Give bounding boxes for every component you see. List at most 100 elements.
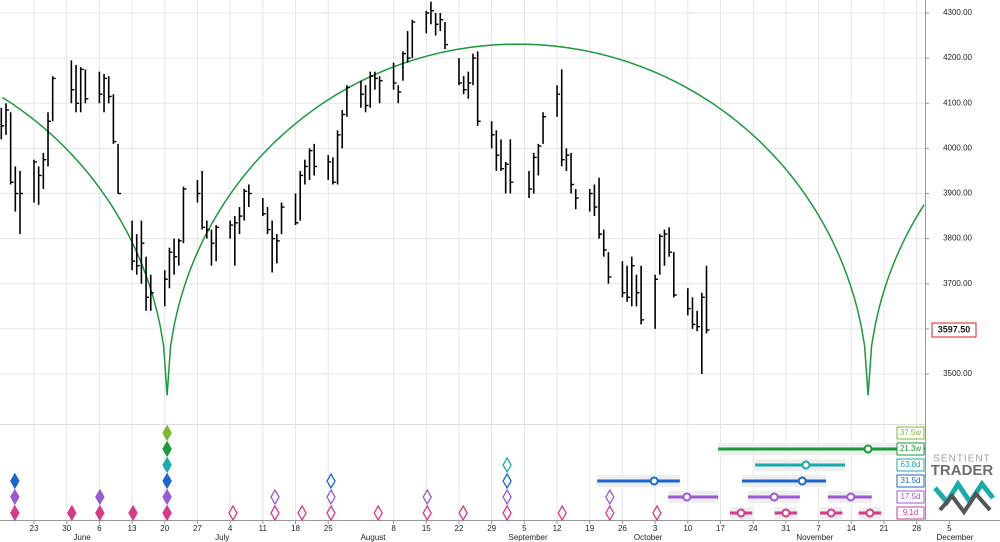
month-label: July [215,533,229,542]
projected-trough-marker [297,504,307,522]
trough-marker [162,440,172,458]
cycle-legend-box [896,426,925,440]
y-tick-label: 3500.00 [943,369,972,378]
x-tick-label: 14 [847,524,856,533]
x-tick-label: 30 [62,524,71,533]
projection-center [846,492,856,502]
cycle-legend-box [896,490,925,504]
logo-text: SENTIENT [933,454,990,465]
projected-trough-marker [502,456,512,474]
projected-trough-marker [502,488,512,506]
trough-marker [128,504,138,522]
projection-center [736,508,746,518]
x-tick-label: 26 [618,524,627,533]
logo: SENTIENT TRADER [931,454,995,516]
x-tick-label: 10 [683,524,692,533]
cycle-legend-label: 63.8d [900,460,920,469]
month-label: November [796,533,833,542]
x-tick-label: 13 [128,524,137,533]
plot [0,1,925,396]
x-tick-label: 4 [228,524,233,533]
cycle-legend-label: 31.5d [900,476,920,485]
trough-marker [10,472,20,490]
last-price-label: 3597.50 [938,324,971,334]
logo-text: TRADER [931,462,994,479]
cycle-legend-box [896,506,925,520]
cycle-legend-label: 17.5d [900,492,920,501]
projected-trough-marker [605,488,615,506]
last-price-box [931,322,977,338]
x-tick-label: 22 [455,524,464,533]
projected-trough-marker [326,504,336,522]
x-tick-label: 11 [259,524,268,533]
projection-center [682,492,692,502]
month-label: October [634,533,663,542]
y-tick-label: 4200.00 [943,53,972,62]
trough-marker [95,504,105,522]
trough-marker [67,504,77,522]
trough-marker [162,488,172,506]
cycle-legend-label: 37.5w [900,428,922,437]
projected-trough-marker [422,504,432,522]
month-label: December [936,533,973,542]
x-tick-label: 8 [391,524,396,533]
projection-center [826,508,836,518]
y-tick-label: 3800.00 [943,234,972,243]
projection-center [649,476,659,486]
cycle-legend-label: 9.1d [903,508,919,517]
x-tick-label: 17 [716,524,725,533]
month-label: September [509,533,548,542]
trough-marker [10,488,20,506]
y-tick-label: 3900.00 [943,189,972,198]
cycle-arc [2,96,168,396]
x-tick-label: 3 [653,524,658,533]
projected-trough-marker [326,472,336,490]
cycle-legend-box [896,442,925,456]
projection-center [801,460,811,470]
cycle-legend-box [896,474,925,488]
cycle-arc [166,43,869,396]
cycle-arc [867,204,925,396]
trough-marker [10,504,20,522]
projected-trough-marker [270,488,280,506]
projection-center [863,444,873,454]
trough-marker [95,488,105,506]
x-tick-label: 12 [553,524,562,533]
projection-center [865,508,875,518]
x-tick-label: 5 [522,524,527,533]
projected-trough-marker [422,488,432,506]
projected-trough-marker [326,488,336,506]
projection-center [769,492,779,502]
month-label: June [73,533,91,542]
month-label: August [361,533,387,542]
cycle-legend-box [896,458,925,472]
x-tick-label: 24 [749,524,758,533]
y-tick-label: 4300.00 [943,8,972,17]
logo-icon [938,490,992,516]
x-tick-label: 18 [291,524,300,533]
x-tick-label: 6 [97,524,102,533]
logo-icon [933,479,995,507]
projected-trough-marker [605,504,615,522]
projection-center [781,508,791,518]
x-tick-label: 21 [879,524,888,533]
x-tick-label: 7 [816,524,821,533]
projected-trough-marker [458,504,468,522]
y-tick-label: 3700.00 [943,279,972,288]
projection-center [797,476,807,486]
y-tick-label: 4100.00 [943,98,972,107]
projected-trough-marker [652,504,662,522]
projected-trough-marker [270,504,280,522]
trough-marker [162,472,172,490]
x-tick-label: 29 [487,524,496,533]
x-tick-label: 27 [193,524,202,533]
trough-marker [162,456,172,474]
x-tick-label: 20 [160,524,169,533]
projected-trough-marker [557,504,567,522]
cycle-legend-label: 21.3w [900,444,922,453]
x-tick-label: 25 [324,524,333,533]
x-tick-label: 31 [781,524,790,533]
trough-marker [162,504,172,522]
